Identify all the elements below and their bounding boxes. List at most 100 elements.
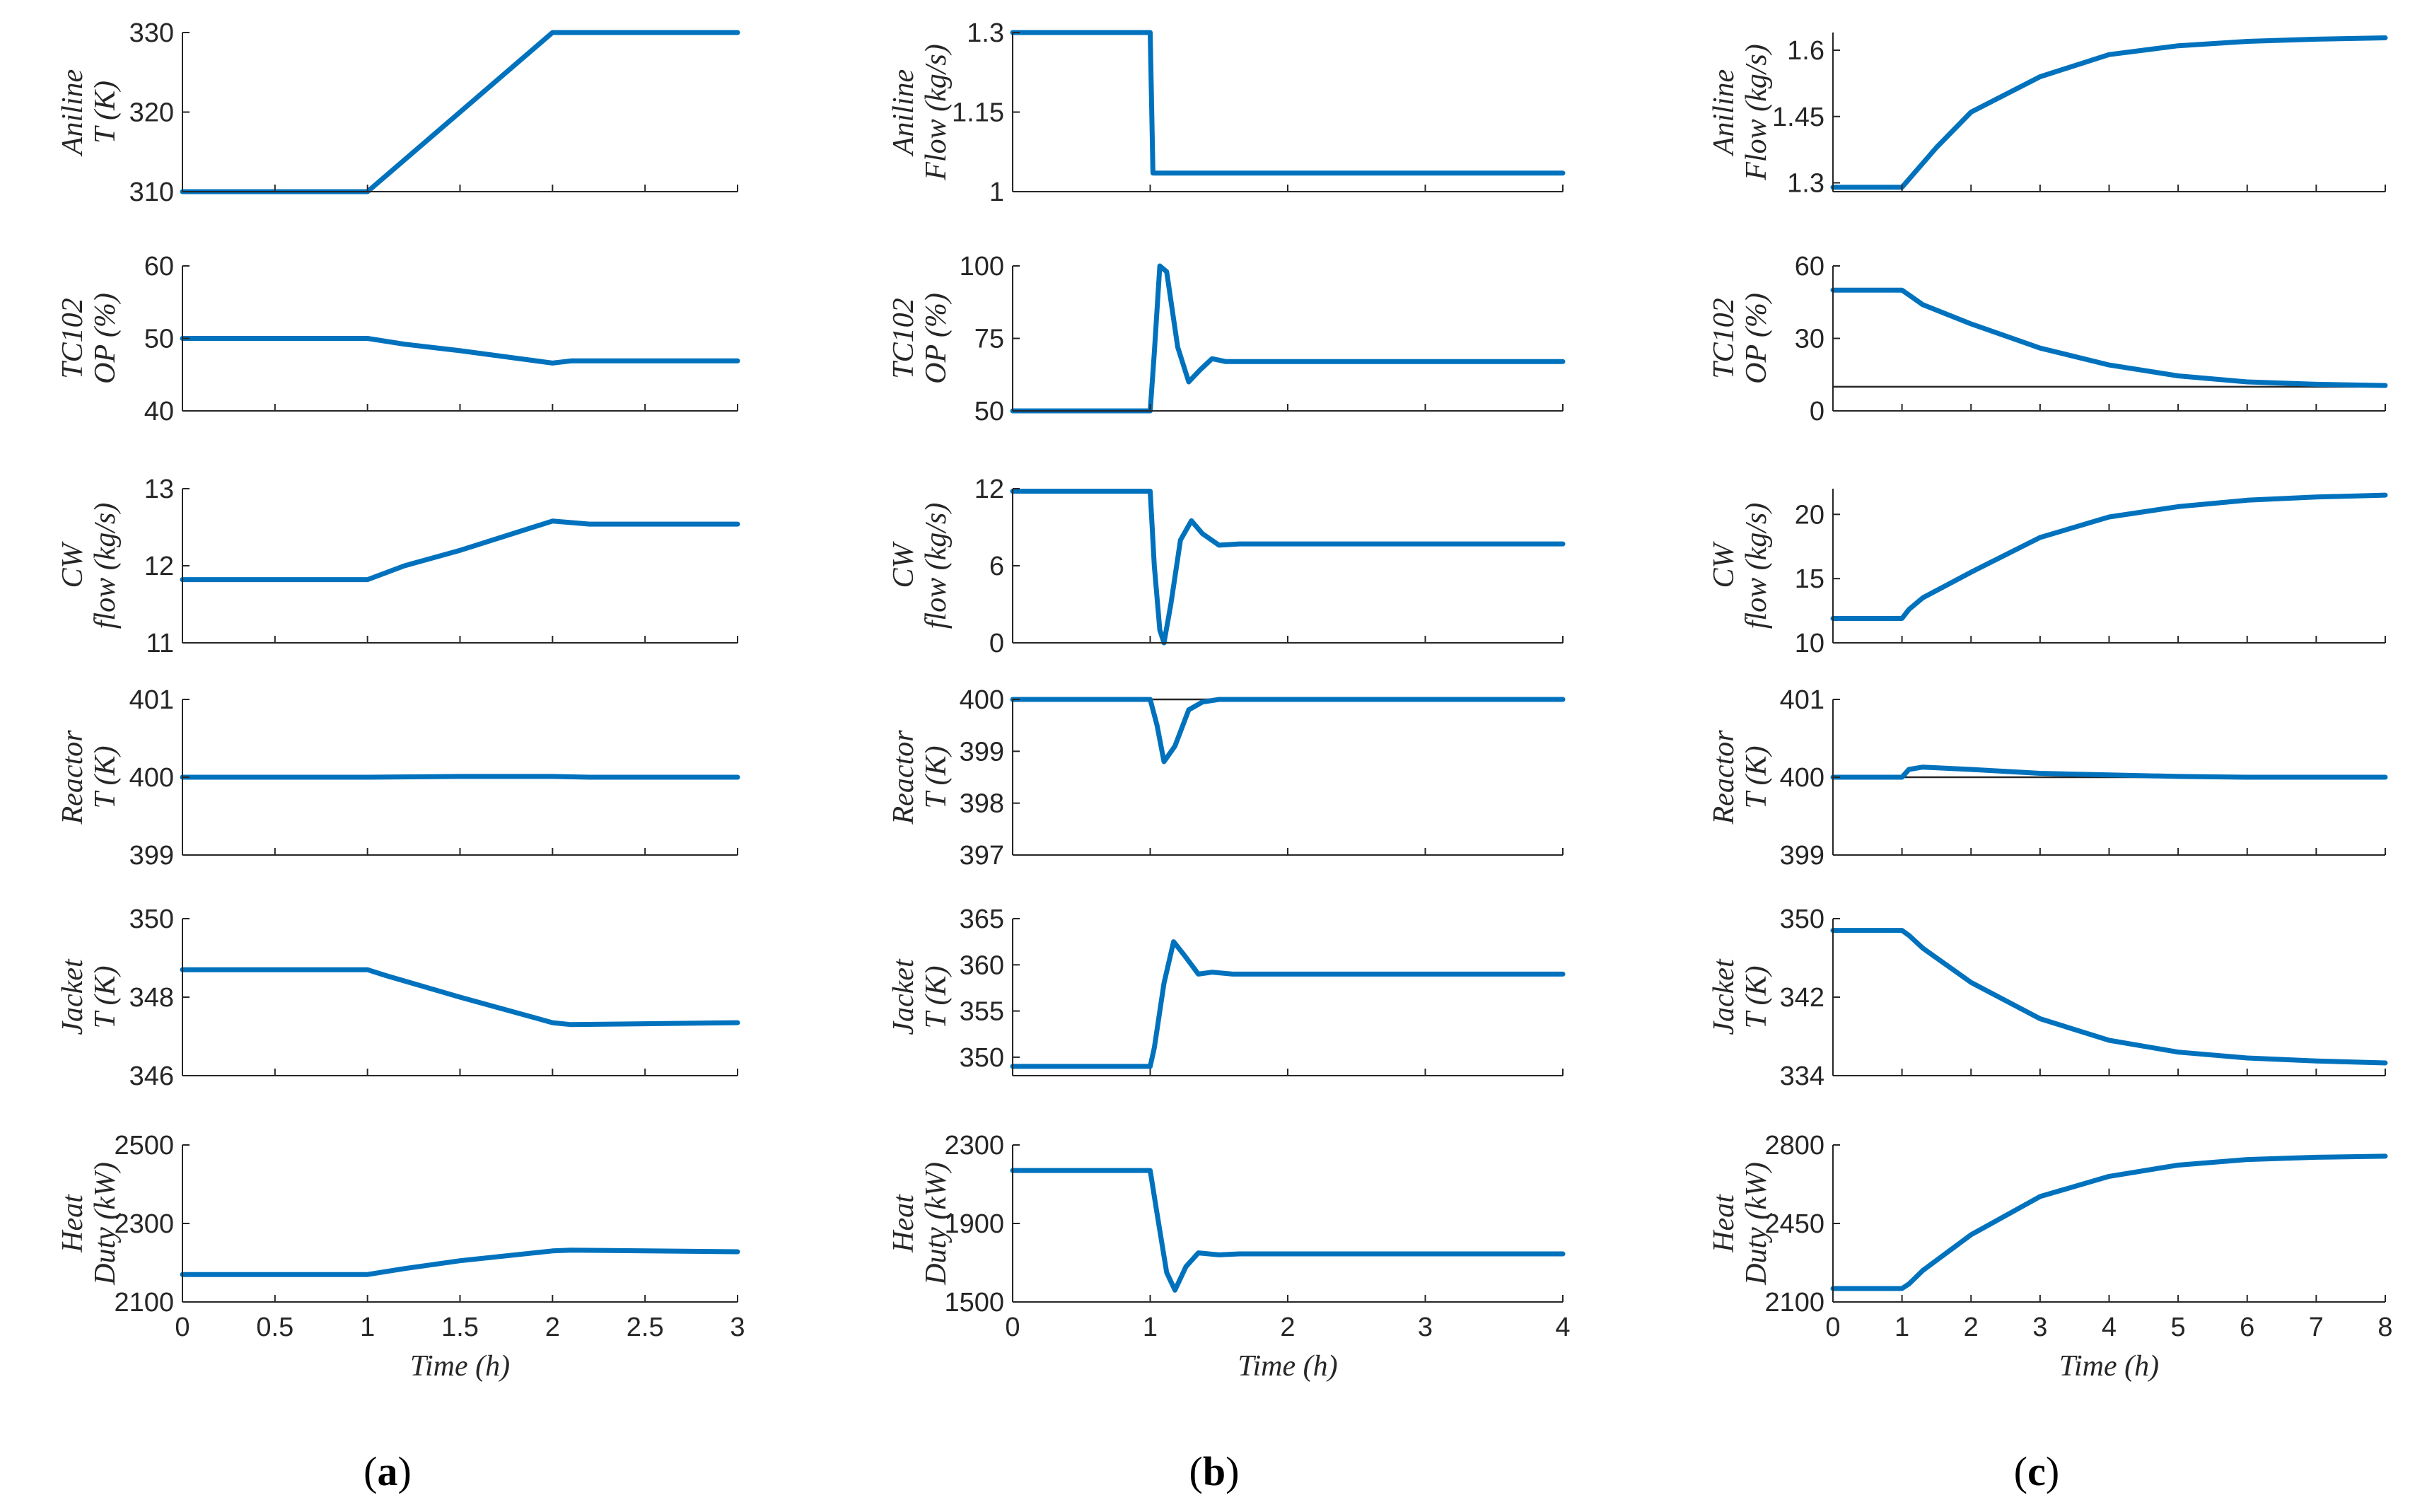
y-tick-label: 1.6 xyxy=(1787,36,1824,66)
y-axis-label-line: Aniline xyxy=(57,69,89,157)
x-tick-label: 0.5 xyxy=(256,1313,293,1342)
panel-label-a: (a) xyxy=(363,1448,412,1494)
subplot-b-cw-flow: 0 6 12 CWflow (kg/s) xyxy=(887,475,1566,658)
series-line-a-aniline xyxy=(180,30,740,194)
y-axis-label-b-cw-flow: CWflow (kg/s) xyxy=(887,503,953,629)
y-tick-label: 397 xyxy=(960,841,1004,871)
panel-label-close-paren: ) xyxy=(2046,1448,2059,1494)
y-tick-label: 2800 xyxy=(1764,1131,1824,1161)
y-tick-label: 400 xyxy=(960,685,1004,715)
x-tick-label: 2.5 xyxy=(627,1313,664,1342)
y-tick-label: 12 xyxy=(144,552,174,581)
y-axis-label-line: TC102 xyxy=(887,298,920,378)
y-axis-label-b-jacket-temp: JacketT (K) xyxy=(887,958,953,1035)
x-tick-label: 2 xyxy=(1964,1313,1979,1342)
x-tick-label: 0 xyxy=(1005,1313,1020,1342)
y-tick-label: 1.3 xyxy=(1787,169,1824,199)
y-tick-label: 399 xyxy=(129,841,174,871)
y-axis-label-line: flow (kg/s) xyxy=(920,503,953,629)
y-tick-label: 10 xyxy=(1795,629,1824,658)
x-tick-label: 7 xyxy=(2309,1313,2324,1342)
y-axis-label-line: Reactor xyxy=(887,730,920,825)
y-axis-label-b-tc102-op: TC102OP (%) xyxy=(887,293,953,384)
y-tick-label: 334 xyxy=(1780,1062,1824,1091)
y-axis-label-line: Duty (kW) xyxy=(1740,1162,1773,1286)
y-tick-label: 60 xyxy=(144,252,174,281)
y-tick-label: 401 xyxy=(1780,685,1824,715)
y-tick-label: 355 xyxy=(960,997,1004,1027)
series-line-c-tc102-op xyxy=(1830,287,2388,388)
y-axis-label-a-jacket-temp: JacketT (K) xyxy=(57,958,122,1035)
y-tick-label: 50 xyxy=(974,397,1004,426)
y-tick-label: 400 xyxy=(1780,763,1824,793)
panel-label-close-paren: ) xyxy=(398,1448,412,1494)
y-tick-label: 2450 xyxy=(1764,1209,1824,1239)
panel-label-letter: a xyxy=(378,1448,398,1494)
x-tick-label: 1 xyxy=(1143,1313,1158,1342)
x-tick-label: 2 xyxy=(545,1313,560,1342)
y-tick-label: 360 xyxy=(960,950,1004,980)
y-tick-label: 11 xyxy=(146,629,174,658)
x-tick-label: 3 xyxy=(2032,1313,2047,1342)
x-tick-label: 5 xyxy=(2171,1313,2186,1342)
y-tick-label: 320 xyxy=(129,98,174,128)
panel-label-letter: c xyxy=(2027,1448,2046,1494)
x-tick-label: 0 xyxy=(175,1313,190,1342)
y-axis-label-line: T (K) xyxy=(1740,745,1773,808)
y-tick-label: 75 xyxy=(974,325,1004,354)
subplot-c-tc102-op: 0 30 60 TC102OP (%) xyxy=(1708,252,2388,426)
subplot-a-tc102-op: 40 50 60 TC102OP (%) xyxy=(57,252,740,426)
x-tick-label: 3 xyxy=(730,1313,745,1342)
panel-label-open-paren: ( xyxy=(363,1448,377,1494)
y-axis-label-a-heat-duty: HeatDuty (kW) xyxy=(57,1162,122,1286)
series-line-a-tc102-op xyxy=(180,336,740,366)
y-tick-label: 350 xyxy=(129,905,174,934)
y-axis-label-a-tc102-op: TC102OP (%) xyxy=(57,293,122,384)
y-axis-label-c-cw-flow: CWflow (kg/s) xyxy=(1708,503,1773,629)
y-tick-label: 12 xyxy=(974,475,1004,504)
x-tick-label: 4 xyxy=(1555,1313,1570,1342)
subplot-c-heat-duty: 2100 2450 2800 0 1 2 3 4 5 6 7 8 HeatDuty (kW) xyxy=(1708,1131,2393,1342)
series-line-a-heat-duty xyxy=(180,1248,740,1277)
x-tick-label: 0 xyxy=(1825,1313,1840,1342)
y-axis-label-line: T (K) xyxy=(920,965,953,1028)
y-tick-label: 0 xyxy=(1810,397,1824,426)
y-axis-label-line: TC102 xyxy=(57,298,89,378)
y-tick-label: 100 xyxy=(960,252,1004,281)
y-axis-label-a-reactor-temp: ReactorT (K) xyxy=(57,730,122,825)
y-tick-label: 50 xyxy=(144,325,174,354)
y-axis-label-line: T (K) xyxy=(89,745,122,808)
x-tick-label: 4 xyxy=(2102,1313,2117,1342)
y-tick-label: 398 xyxy=(960,789,1004,819)
series-line-a-jacket-temp xyxy=(180,967,740,1028)
panel-label-open-paren: ( xyxy=(1189,1448,1203,1494)
series-line-b-reactor-temp xyxy=(1010,697,1566,764)
series-line-a-cw-flow xyxy=(180,518,740,583)
y-tick-label: 2100 xyxy=(114,1288,174,1318)
y-axis-label-line: T (K) xyxy=(920,745,953,808)
y-tick-label: 30 xyxy=(1795,325,1824,354)
y-tick-label: 2300 xyxy=(944,1131,1004,1161)
y-tick-label: 15 xyxy=(1795,564,1824,594)
series-line-b-heat-duty xyxy=(1010,1168,1566,1293)
y-axis-label-line: CW xyxy=(887,540,920,588)
y-tick-label: 365 xyxy=(960,905,1004,934)
y-tick-label: 350 xyxy=(1780,905,1824,934)
y-axis-label-a-aniline: AnilineT (K) xyxy=(57,69,122,157)
y-axis-label-line: flow (kg/s) xyxy=(89,503,122,629)
series-line-c-aniline xyxy=(1830,35,2388,190)
y-tick-label: 400 xyxy=(129,763,174,793)
y-tick-label: 1900 xyxy=(944,1209,1004,1239)
panel-label-c: (c) xyxy=(2014,1448,2059,1494)
y-axis-label-a-cw-flow: CWflow (kg/s) xyxy=(57,503,122,629)
y-tick-label: 20 xyxy=(1795,500,1824,530)
y-axis-label-line: Reactor xyxy=(1708,730,1740,825)
y-tick-label: 1500 xyxy=(944,1288,1004,1318)
series-line-b-cw-flow xyxy=(1010,489,1566,646)
y-axis-label-c-reactor-temp: ReactorT (K) xyxy=(1708,730,1773,825)
y-axis-label-line: TC102 xyxy=(1708,298,1740,378)
